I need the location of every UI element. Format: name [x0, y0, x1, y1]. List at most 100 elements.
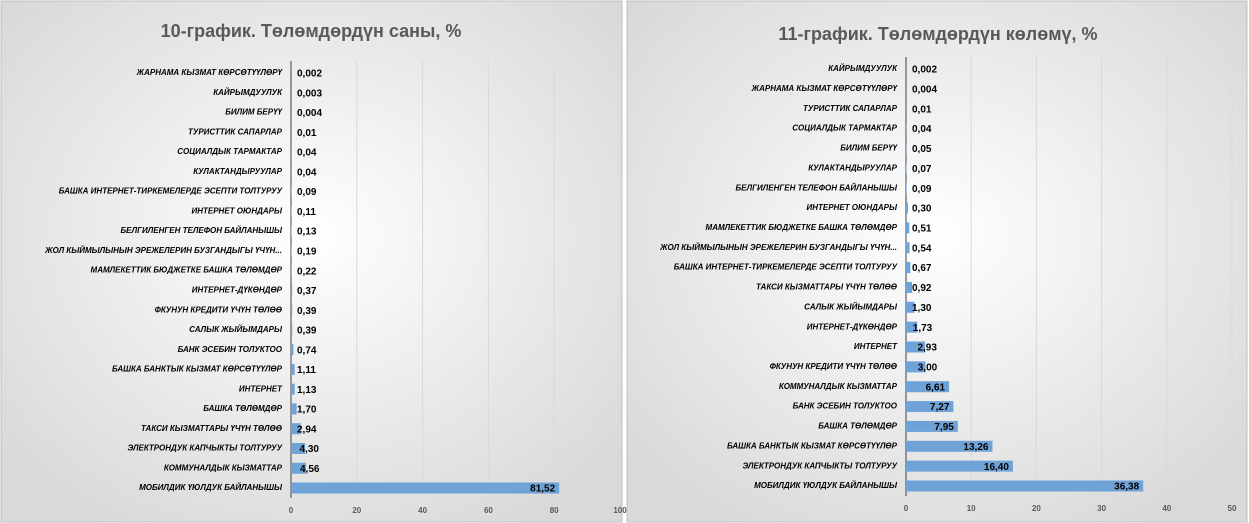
category-label: МОБИЛДИК ҮЮЛДУК БАЙЛАНЫШЫ	[139, 483, 283, 492]
chart-title: 10-график. Төлөмдөрдүн саны, %	[161, 21, 462, 41]
x-tick-label: 80	[550, 506, 559, 515]
category-label: ИНТЕРНЕТ-ДҮКӨНДӨР	[192, 285, 283, 294]
value-label: 1,11	[297, 365, 316, 376]
value-label: 0,92	[912, 283, 932, 294]
category-label: ЖОЛ КЫЙМЫЛЫНЫН ЭРЕЖЕЛЕРИН БУЗГАНДЫГЫ ҮЧҮ…	[659, 243, 897, 252]
value-label: 0,003	[297, 88, 322, 99]
value-label: 0,01	[297, 128, 317, 139]
value-label: 0,04	[912, 124, 932, 135]
x-tick-label: 20	[352, 506, 361, 515]
bar	[291, 383, 295, 395]
bar	[291, 344, 294, 356]
x-tick-label: 40	[418, 506, 427, 515]
value-label: 0,22	[297, 266, 317, 277]
x-tick-label: 0	[289, 506, 294, 515]
value-label: 1,13	[297, 385, 317, 396]
x-tick-label: 20	[1032, 504, 1041, 513]
value-label: 1,73	[913, 323, 933, 334]
bar	[906, 222, 910, 234]
value-label: 0,67	[912, 263, 932, 274]
category-label: КОММУНАЛДЫК КЫЗМАТТАР	[779, 382, 898, 391]
bar	[906, 460, 1013, 472]
chart-title: 11-график. Төлөмдөрдүн көлөмү, %	[778, 24, 1097, 44]
value-label: 0,004	[297, 108, 322, 119]
bar	[906, 242, 910, 254]
bar	[906, 420, 958, 432]
bar	[291, 442, 306, 454]
category-label: МАМЛЕКЕТТИК БЮДЖЕТКЕ БАШКА ТӨЛӨМДӨР	[91, 266, 283, 275]
x-tick-label: 0	[904, 504, 909, 513]
category-label: БЕЛГИЛЕНГЕН ТЕЛЕФОН БАЙЛАНЫШЫ	[120, 226, 283, 235]
panel	[626, 0, 1248, 523]
value-label: 0,30	[912, 204, 932, 215]
category-label: ЖАРНАМА КЫЗМАТ КӨРСӨТҮҮЛӨРҮ	[136, 68, 284, 77]
category-label: ТУРИСТТИК САПАРЛАР	[803, 104, 898, 113]
category-label: КАЙРЫМДУУЛУК	[213, 88, 283, 97]
category-label: БИЛИМ БЕРҮҮ	[225, 108, 283, 117]
bar	[906, 281, 912, 293]
category-label: БЕЛГИЛЕНГЕН ТЕЛЕФОН БАЙЛАНЫШЫ	[735, 183, 898, 192]
category-label: ИНТЕРНЕТ-ДҮКӨНДӨР	[807, 322, 898, 331]
bar	[291, 284, 293, 296]
category-label: ЖОЛ КЫЙМЫЛЫНЫН ЭРЕЖЕЛЕРИН БУЗГАНДЫГЫ ҮЧҮ…	[44, 246, 282, 255]
category-label: БАШКА ТӨЛӨМДӨР	[203, 404, 282, 413]
bar	[906, 202, 908, 214]
category-label: ТАКСИ КЫЗМАТТАРЫ ҮЧҮН ТӨЛӨӨ	[141, 424, 283, 433]
category-label: ИНТЕРНЕТ	[854, 342, 898, 351]
category-label: СОЦИАЛДЫК ТАРМАКТАР	[177, 147, 282, 156]
x-tick-label: 100	[613, 506, 627, 515]
value-label: 81,52	[530, 484, 555, 495]
category-label: БАШКА ИНТЕРНЕТ-ТИРКЕМЕЛЕРДЕ ЭСЕПТИ ТОЛТУ…	[59, 187, 283, 196]
panel	[0, 0, 623, 523]
value-label: 0,004	[912, 84, 937, 95]
category-label: ФКУНУН КРЕДИТИ ҮЧҮН ТӨЛӨӨ	[770, 362, 898, 371]
category-label: БАШКА БАНКТЫК КЫЗМАТ КӨРСӨТҮҮЛӨР	[112, 365, 283, 374]
category-label: КУЛАКТАНДЫРУУЛАР	[808, 163, 897, 172]
bar	[291, 304, 293, 316]
category-label: ИНТЕРНЕТ ОЮНДАРЫ	[806, 203, 898, 212]
value-label: 13,26	[963, 442, 988, 453]
value-label: 4,30	[299, 444, 319, 455]
bar	[906, 321, 918, 333]
value-label: 0,05	[912, 144, 932, 155]
x-tick-label: 40	[1162, 504, 1171, 513]
value-label: 0,09	[912, 184, 932, 195]
bar	[906, 381, 950, 393]
category-label: МАМЛЕКЕТТИК БЮДЖЕТКЕ БАШКА ТӨЛӨМДӨР	[706, 223, 898, 232]
category-label: БАНК ЭСЕБИН ТОЛУКТОО	[178, 345, 283, 354]
bar	[291, 423, 301, 435]
bar	[906, 182, 907, 194]
value-label: 2,93	[917, 343, 937, 354]
value-label: 0,39	[297, 306, 317, 317]
category-label: БАНК ЭСЕБИН ТОЛУКТОО	[793, 402, 898, 411]
value-label: 0,09	[297, 187, 317, 198]
bar	[906, 480, 1144, 492]
category-label: ЭЛЕКТРОНДУК КАПЧЫКТЫ ТОЛТУРУУ	[742, 461, 897, 470]
category-label: БАШКА БАНКТЫК КЫЗМАТ КӨРСӨТҮҮЛӨР	[727, 441, 898, 450]
value-label: 0,01	[912, 104, 932, 115]
bar	[291, 482, 560, 494]
value-label: 7,27	[930, 402, 950, 413]
value-label: 0,002	[297, 69, 322, 80]
category-label: КУЛАКТАНДЫРУУЛАР	[193, 167, 282, 176]
category-label: КАЙРЫМДУУЛУК	[828, 64, 898, 73]
value-label: 7,95	[934, 422, 954, 433]
category-label: БАШКА ТӨЛӨМДӨР	[818, 422, 897, 431]
value-label: 36,38	[1114, 482, 1139, 493]
category-label: ФКУНУН КРЕДИТИ ҮЧҮН ТӨЛӨӨ	[155, 305, 283, 314]
bar	[291, 324, 293, 336]
bar	[291, 265, 292, 277]
category-label: ИНТЕРНЕТ	[239, 384, 283, 393]
bar	[906, 341, 926, 353]
value-label: 16,40	[984, 462, 1009, 473]
value-label: 0,07	[912, 164, 932, 175]
bar	[906, 301, 915, 313]
value-label: 0,74	[297, 345, 317, 356]
x-tick-label: 50	[1228, 504, 1237, 513]
bar	[291, 403, 297, 415]
category-label: КОММУНАЛДЫК КЫЗМАТТАР	[164, 463, 283, 472]
bar	[906, 440, 993, 452]
value-label: 0,002	[912, 65, 937, 76]
value-label: 2,94	[297, 424, 317, 435]
category-label: БАШКА ИНТЕРНЕТ-ТИРКЕМЕЛЕРДЕ ЭСЕПТИ ТОЛТУ…	[674, 263, 898, 272]
